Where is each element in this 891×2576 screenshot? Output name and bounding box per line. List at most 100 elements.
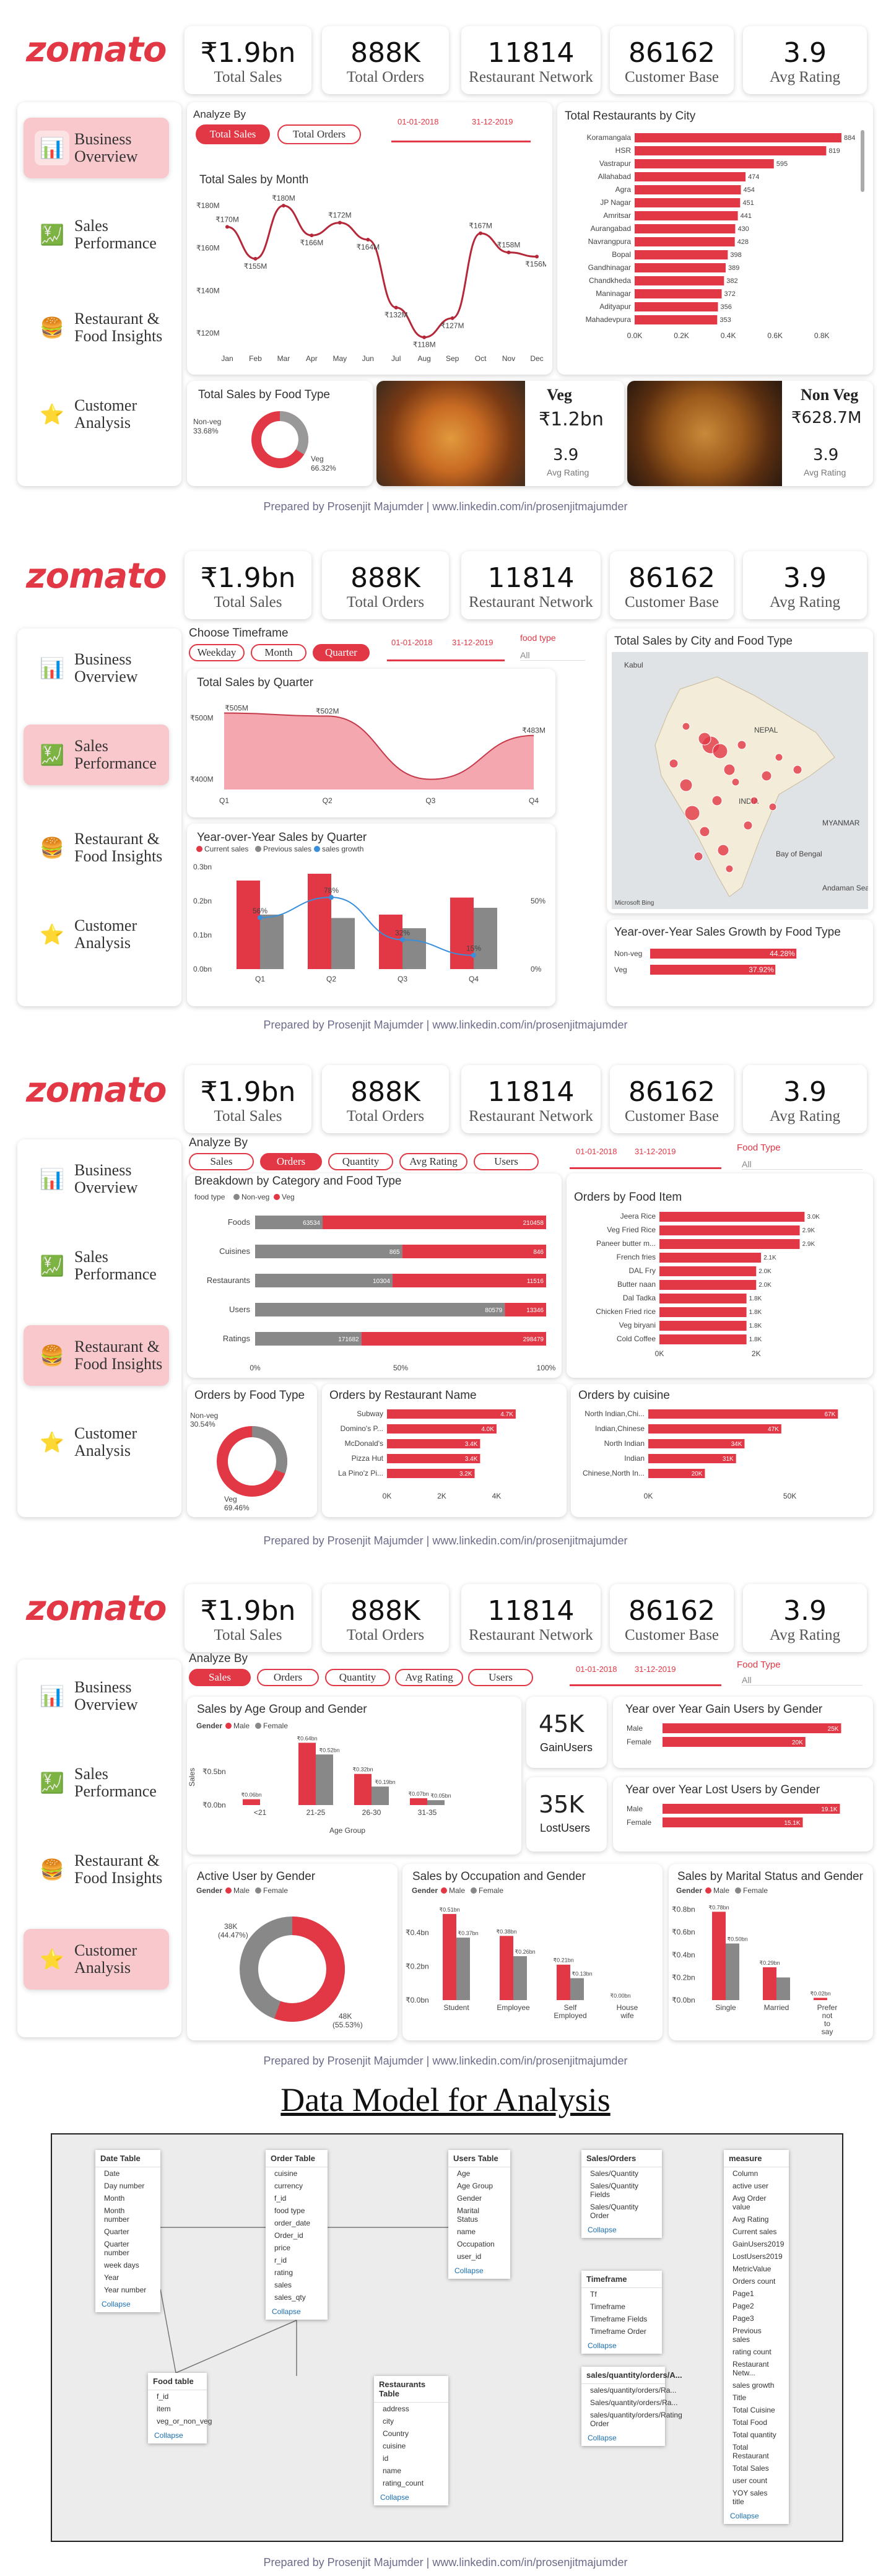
sales-button[interactable]: Sales xyxy=(189,1669,251,1686)
table-field[interactable]: Date xyxy=(104,2169,120,2178)
table-field[interactable]: Sales/Quantity Fields xyxy=(590,2182,639,2199)
avg-rating-button[interactable]: Avg Rating xyxy=(399,1153,467,1170)
end-date[interactable]: 31-12-2019 xyxy=(472,117,513,126)
date-slider[interactable] xyxy=(570,1167,721,1169)
nav-restaurant-food[interactable]: 🍔 Restaurant & Food Insights xyxy=(24,1325,169,1386)
table-field[interactable]: Tf xyxy=(590,2290,597,2299)
table-field[interactable]: address xyxy=(383,2404,409,2413)
table-field[interactable]: Country xyxy=(383,2429,409,2438)
table-field[interactable]: price xyxy=(274,2243,291,2252)
table-field[interactable]: week days xyxy=(104,2261,139,2269)
model-table-1[interactable]: Order Table cuisine currency f_id food type o… xyxy=(266,2150,328,2320)
table-field[interactable]: user_id xyxy=(457,2252,482,2261)
nav-restaurant-food[interactable]: 🍔 Restaurant & Food Insights xyxy=(24,1839,169,1900)
table-field[interactable]: Occupation xyxy=(457,2240,495,2248)
start-date[interactable]: 01-01-2018 xyxy=(398,117,439,126)
nav-restaurant-food[interactable]: 🍔 Restaurant & Food Insights xyxy=(24,817,169,878)
table-field[interactable]: Sales/Quantity xyxy=(590,2169,639,2178)
table-field[interactable]: rating count xyxy=(732,2348,771,2356)
table-field[interactable]: Sales/quantity/orders/Ra... xyxy=(590,2398,678,2407)
table-field[interactable]: Year number xyxy=(104,2286,147,2294)
sales-button[interactable]: Sales xyxy=(189,1153,254,1170)
end-date[interactable]: 31-12-2019 xyxy=(635,1147,676,1156)
table-field[interactable]: Age xyxy=(457,2169,471,2178)
start-date[interactable]: 01-01-2018 xyxy=(576,1147,617,1156)
nav-sales-performance[interactable]: 💹 Sales Performance xyxy=(24,1235,169,1296)
table-field[interactable]: city xyxy=(383,2417,394,2426)
orders-button[interactable]: Orders xyxy=(260,1153,322,1170)
table-field[interactable]: Timeframe xyxy=(590,2302,625,2311)
nav-customer-analysis[interactable]: ⭐ Customer Analysis xyxy=(24,1412,169,1473)
orders-button[interactable]: Orders xyxy=(257,1669,319,1686)
nav-customer-analysis[interactable]: ⭐ Customer Analysis xyxy=(24,384,169,445)
table-field[interactable]: MetricValue xyxy=(732,2265,771,2273)
start-date[interactable]: 01-01-2018 xyxy=(391,638,433,647)
table-field[interactable]: Page3 xyxy=(732,2314,754,2323)
table-field[interactable]: rating xyxy=(274,2268,293,2277)
end-date[interactable]: 31-12-2019 xyxy=(635,1664,676,1674)
nav-business-overview[interactable]: 📊 Business Overview xyxy=(24,1666,169,1726)
date-slider[interactable] xyxy=(387,659,505,661)
nav-sales-performance[interactable]: 💹 Sales Performance xyxy=(24,724,169,785)
date-slider[interactable] xyxy=(391,141,531,142)
table-field[interactable]: Timeframe Order xyxy=(590,2327,646,2336)
collapse-link[interactable]: Collapse xyxy=(588,2341,617,2350)
table-field[interactable]: item xyxy=(157,2404,171,2413)
nav-customer-analysis[interactable]: ⭐ Customer Analysis xyxy=(24,1929,169,1990)
collapse-link[interactable]: Collapse xyxy=(588,2434,617,2442)
table-field[interactable]: Day number xyxy=(104,2182,145,2190)
weekday-button[interactable]: Weekday xyxy=(189,644,245,661)
table-field[interactable]: Marital Status xyxy=(457,2206,480,2224)
users-button[interactable]: Users xyxy=(468,1669,533,1686)
table-field[interactable]: YOY sales title xyxy=(732,2489,768,2506)
collapse-link[interactable]: Collapse xyxy=(154,2431,183,2440)
model-table-0[interactable]: Date Table Date Day number Month Month numbe… xyxy=(95,2150,160,2312)
india-map[interactable]: Kabul NEPAL INDIA Bay of Bengal MYANMAR Andam… xyxy=(612,652,868,909)
table-field[interactable]: Age Group xyxy=(457,2182,493,2190)
table-field[interactable]: LostUsers2019 xyxy=(732,2252,783,2261)
table-field[interactable]: rating_count xyxy=(383,2479,424,2487)
table-field[interactable]: Year xyxy=(104,2273,120,2282)
table-field[interactable]: id xyxy=(383,2454,389,2463)
nav-sales-performance[interactable]: 💹 Sales Performance xyxy=(24,204,169,265)
model-table-2[interactable]: Users Table Age Age Group Gender Marital Sta… xyxy=(448,2150,510,2279)
table-field[interactable]: Current sales xyxy=(732,2227,777,2236)
quantity-button[interactable]: Quantity xyxy=(328,1153,393,1170)
nav-business-overview[interactable]: 📊 Business Overview xyxy=(24,1149,169,1209)
table-field[interactable]: name xyxy=(383,2466,402,2475)
total-orders-button[interactable]: Total Orders xyxy=(277,124,361,144)
table-field[interactable]: Page2 xyxy=(732,2302,754,2310)
month-button[interactable]: Month xyxy=(251,644,306,661)
table-field[interactable]: sales/quantity/orders/Rating Order xyxy=(590,2411,682,2428)
table-field[interactable]: Page1 xyxy=(732,2289,754,2298)
model-table-5[interactable]: Timeframe Tf Timeframe Timeframe Fields Time… xyxy=(581,2271,662,2354)
table-field[interactable]: cuisine xyxy=(383,2442,406,2450)
food-type-dropdown[interactable]: All xyxy=(742,1675,863,1686)
avg-rating-button[interactable]: Avg Rating xyxy=(395,1669,463,1686)
table-field[interactable]: Month xyxy=(104,2194,125,2203)
table-field[interactable]: cuisine xyxy=(274,2169,298,2178)
total-sales-button[interactable]: Total Sales xyxy=(196,124,270,144)
collapse-link[interactable]: Collapse xyxy=(272,2307,301,2316)
table-field[interactable]: order_date xyxy=(274,2219,311,2227)
collapse-link[interactable]: Collapse xyxy=(730,2512,759,2520)
nav-restaurant-food[interactable]: 🍔 Restaurant & Food Insights xyxy=(24,297,169,358)
nav-customer-analysis[interactable]: ⭐ Customer Analysis xyxy=(24,904,169,965)
table-field[interactable]: f_id xyxy=(274,2194,287,2203)
table-field[interactable]: Total Food xyxy=(732,2418,768,2427)
table-field[interactable]: Quarter xyxy=(104,2227,129,2236)
model-table-3[interactable]: Sales/Orders Sales/Quantity Sales/Quantity… xyxy=(581,2150,662,2238)
table-field[interactable]: Sales/Quantity Order xyxy=(590,2203,639,2220)
table-field[interactable]: f_id xyxy=(157,2392,169,2401)
food-type-dropdown[interactable]: All xyxy=(742,1159,863,1170)
table-field[interactable]: sales/quantity/orders/Ra... xyxy=(590,2386,677,2395)
table-field[interactable]: Orders count xyxy=(732,2277,776,2286)
table-field[interactable]: Total Restaurant xyxy=(732,2443,769,2460)
table-field[interactable]: Quarter number xyxy=(104,2240,129,2257)
table-field[interactable]: user count xyxy=(732,2476,768,2485)
table-field[interactable]: name xyxy=(457,2227,476,2236)
table-field[interactable]: sales_qty xyxy=(274,2293,306,2302)
start-date[interactable]: 01-01-2018 xyxy=(576,1664,617,1674)
table-field[interactable]: Month number xyxy=(104,2206,129,2224)
collapse-link[interactable]: Collapse xyxy=(102,2300,131,2308)
